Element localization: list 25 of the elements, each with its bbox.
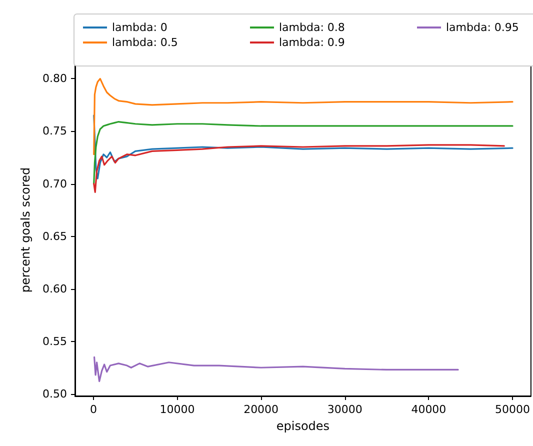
x-axis-title: episodes — [276, 418, 330, 433]
y-axis-title: percent goals scored — [18, 167, 33, 293]
x-tick-label: 20000 — [244, 403, 279, 416]
y-tick-label: 0.50 — [42, 387, 67, 400]
line-series — [93, 114, 514, 180]
x-tick-label: 50000 — [495, 403, 530, 416]
legend-label: lambda: 0 — [112, 21, 168, 34]
line-series — [93, 144, 505, 193]
legend-label: lambda: 0.5 — [112, 36, 178, 49]
y-tick-label: 0.55 — [42, 334, 67, 348]
line-series — [93, 78, 514, 156]
x-tick-label: 40000 — [411, 403, 446, 416]
legend-label: lambda: 0.8 — [279, 21, 345, 34]
y-tick-label: 0.65 — [42, 230, 67, 243]
x-tick-label: 30000 — [327, 403, 362, 416]
line-series — [93, 356, 459, 382]
legend-label: lambda: 0.95 — [446, 21, 519, 34]
x-tick-label: 10000 — [160, 403, 195, 416]
y-tick-label: 0.80 — [42, 72, 67, 86]
y-tick-label: 0.60 — [42, 282, 67, 296]
y-tick-label: 0.70 — [42, 177, 67, 190]
legend-label: lambda: 0.9 — [279, 36, 345, 49]
y-tick-label: 0.75 — [42, 124, 67, 138]
x-tick-label: 0 — [90, 403, 97, 416]
line-series — [93, 120, 514, 185]
